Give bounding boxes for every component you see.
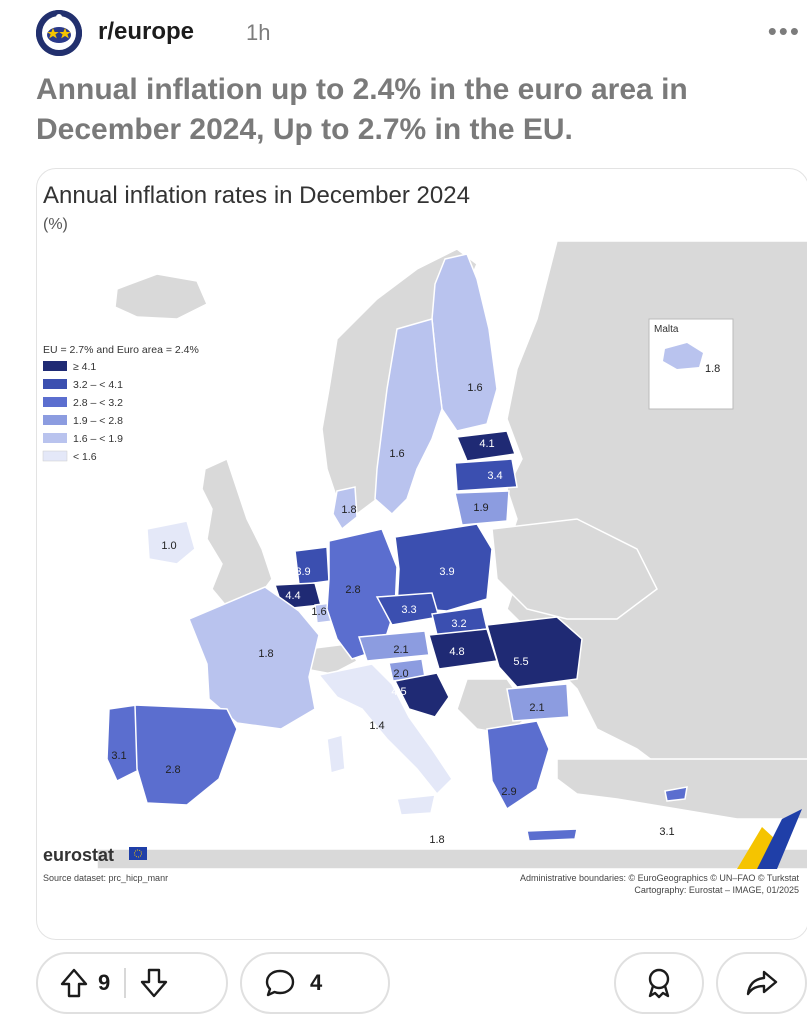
- inflation-map: 1.6 1.6 4.1 3.4 1.9 1.8 1.0 3.9 4.4 1.6 …: [37, 182, 807, 895]
- label-austria: 2.1: [393, 644, 408, 656]
- country-france: [188, 586, 320, 730]
- upvote-button[interactable]: [60, 968, 88, 998]
- label-romania: 5.5: [513, 656, 528, 668]
- eurostat-brand: eurostat Source dataset: prc_hicp_manr: [43, 845, 168, 883]
- country-greece: [486, 720, 550, 811]
- country-finland: [431, 253, 498, 432]
- upvote-count: 9: [98, 970, 111, 995]
- share-button[interactable]: [716, 952, 807, 1014]
- label-slovakia: 3.2: [451, 618, 466, 630]
- country-estonia: [455, 430, 517, 462]
- country-latvia: [454, 458, 518, 492]
- award-button[interactable]: [614, 952, 704, 1014]
- non-eu-land: [96, 240, 807, 870]
- legend-item-6: < 1.6: [73, 451, 97, 463]
- country-sardinia: [326, 734, 346, 774]
- label-croatia: 4.5: [391, 686, 406, 698]
- country-romania: [486, 616, 583, 688]
- label-germany: 2.8: [345, 584, 360, 596]
- country-cyprus: [664, 786, 688, 802]
- country-ireland: [146, 520, 196, 565]
- label-estonia: 4.1: [479, 438, 494, 450]
- country-lithuania: [454, 490, 510, 526]
- label-spain: 2.8: [165, 764, 180, 776]
- subreddit-avatar[interactable]: [36, 10, 82, 56]
- legend-item-1: ≥ 4.1: [73, 361, 96, 373]
- country-denmark: [332, 486, 358, 531]
- label-portugal: 3.1: [111, 750, 126, 762]
- more-options-button[interactable]: •••: [767, 16, 801, 46]
- country-sicily: [396, 794, 436, 816]
- label-ireland: 1.0: [161, 540, 176, 552]
- award-ribbon-icon: [648, 968, 670, 999]
- legend: EU = 2.7% and Euro area = 2.4% ≥ 4.1 3.2…: [42, 344, 199, 463]
- eurostat-corner-logo-icon: [737, 809, 802, 869]
- legend-item-5: 1.6 – < 1.9: [73, 433, 123, 445]
- legend-item-3: 2.8 – < 3.2: [73, 397, 123, 409]
- label-france: 1.8: [258, 648, 273, 660]
- vote-divider: [124, 968, 127, 998]
- label-cyprus: 3.1: [659, 826, 674, 838]
- eu-countries: [106, 253, 688, 842]
- upvote-arrow-icon: [60, 968, 88, 998]
- label-netherlands: 3.9: [295, 566, 310, 578]
- credits-line1: Administrative boundaries: © EuroGeograp…: [520, 873, 800, 883]
- legend-title: EU = 2.7% and Euro area = 2.4%: [43, 344, 199, 356]
- label-latvia: 3.4: [487, 470, 502, 482]
- map-title: Annual inflation rates in December 2024: [43, 182, 470, 209]
- credits-line2: Cartography: Eurostat – IMAGE, 01/2025: [634, 885, 799, 895]
- label-bulgaria: 2.1: [529, 702, 544, 714]
- vote-pill: 9: [36, 952, 228, 1014]
- label-belgium: 4.4: [285, 590, 300, 602]
- country-crete: [526, 828, 578, 842]
- source-text: Source dataset: prc_hicp_manr: [43, 873, 168, 883]
- label-malta-mainland: 1.8: [429, 834, 444, 846]
- comment-bubble-icon: [265, 969, 295, 997]
- map-unit: (%): [43, 216, 68, 233]
- legend-item-2: 3.2 – < 4.1: [73, 379, 123, 391]
- country-bulgaria: [506, 683, 570, 722]
- eurostat-logo-text: eurostat: [43, 845, 114, 865]
- label-poland: 3.9: [439, 566, 454, 578]
- post-header: r/europe 1h •••: [36, 8, 807, 56]
- country-croatia: [393, 672, 450, 718]
- comment-count: 4: [310, 970, 323, 995]
- europe-stars-icon: [36, 10, 82, 56]
- share-arrow-icon: [746, 970, 777, 996]
- country-portugal: [106, 704, 142, 783]
- comment-button[interactable]: 4: [240, 952, 390, 1014]
- post-age: 1h: [246, 20, 271, 45]
- subreddit-name[interactable]: r/europe: [98, 18, 195, 45]
- label-greece: 2.9: [501, 786, 516, 798]
- label-luxembourg: 1.6: [311, 606, 326, 618]
- label-hungary: 4.8: [449, 646, 464, 658]
- malta-inset: Malta 1.8: [648, 318, 734, 410]
- label-lithuania: 1.9: [473, 502, 488, 514]
- label-finland: 1.6: [467, 382, 482, 394]
- comment-icon-wrap: [264, 968, 296, 998]
- downvote-arrow-icon: [141, 968, 168, 998]
- label-slovenia: 2.0: [393, 668, 408, 680]
- country-sweden: [374, 318, 443, 516]
- label-italy: 1.4: [369, 720, 384, 732]
- label-sweden: 1.6: [389, 448, 404, 460]
- label-denmark: 1.8: [341, 504, 356, 516]
- malta-inset-value: 1.8: [705, 363, 720, 375]
- country-poland: [394, 523, 493, 612]
- country-austria: [357, 630, 430, 662]
- legend-item-4: 1.9 – < 2.8: [73, 415, 123, 427]
- credits: Administrative boundaries: © EuroGeograp…: [520, 873, 800, 895]
- action-bar: 9 4: [36, 952, 807, 1018]
- post-image[interactable]: 1.6 1.6 4.1 3.4 1.9 1.8 1.0 3.9 4.4 1.6 …: [36, 168, 807, 940]
- label-czechia: 3.3: [401, 604, 416, 616]
- malta-inset-title: Malta: [654, 324, 679, 335]
- post-title[interactable]: Annual inflation up to 2.4% in the euro …: [36, 73, 688, 146]
- downvote-button[interactable]: [140, 968, 168, 998]
- country-labels: 1.6 1.6 4.1 3.4 1.9 1.8 1.0 3.9 4.4 1.6 …: [111, 382, 674, 846]
- country-spain: [134, 704, 238, 806]
- country-italy: [317, 663, 453, 796]
